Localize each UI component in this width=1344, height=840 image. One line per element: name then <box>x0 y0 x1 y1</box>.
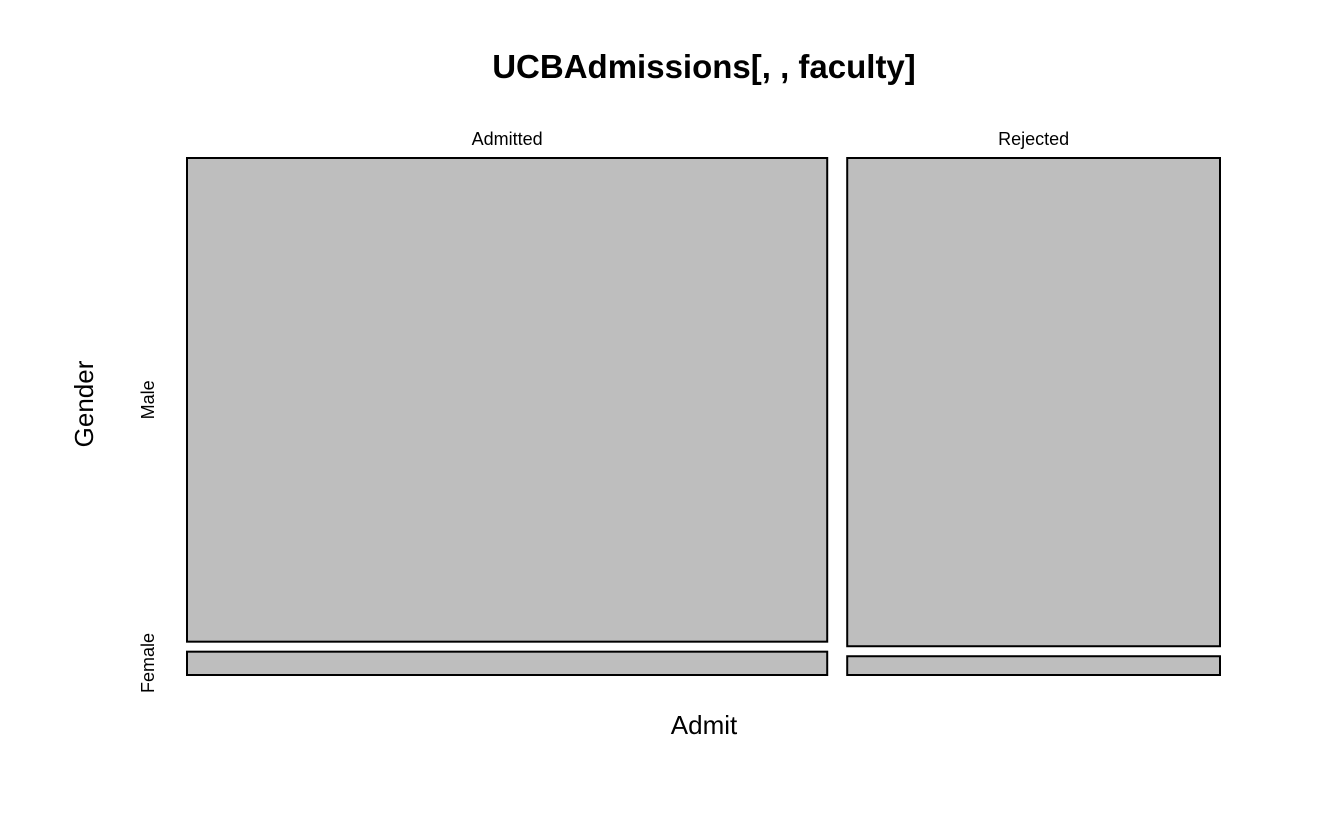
chart-title: UCBAdmissions[, , faculty] <box>492 48 916 85</box>
column-labels: Admitted Rejected <box>472 129 1070 149</box>
x-axis-label: Admit <box>671 710 738 740</box>
mosaic-tiles <box>186 157 1221 677</box>
row-label-male: Male <box>138 380 158 419</box>
y-axis-label: Gender <box>69 360 99 447</box>
row-labels: Male Female <box>138 380 158 693</box>
mosaic-tile-admitted-male <box>186 157 829 643</box>
mosaic-tile-rejected-female <box>846 655 1221 677</box>
column-label-rejected: Rejected <box>998 129 1069 149</box>
column-label-admitted: Admitted <box>472 129 543 149</box>
row-label-female: Female <box>138 633 158 693</box>
mosaic-tile-admitted-female <box>186 650 829 676</box>
mosaic-tile-rejected-male <box>846 157 1221 648</box>
